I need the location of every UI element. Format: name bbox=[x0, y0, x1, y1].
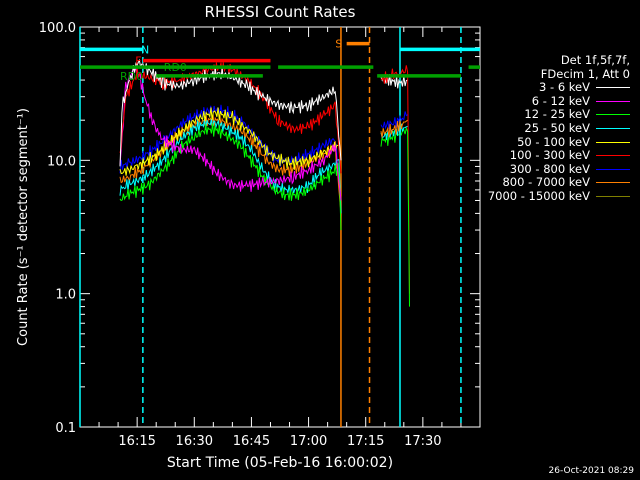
legend-header-line: FDecim 1, Att 0 bbox=[540, 66, 630, 81]
legend-swatch bbox=[596, 87, 630, 89]
legend-entry: 300 - 800 keV bbox=[488, 162, 630, 177]
x-tick-label: 16:45 bbox=[233, 434, 270, 449]
series-after-gap-5 bbox=[380, 119, 408, 138]
legend-swatch bbox=[596, 168, 630, 170]
state-flag-label-4: S bbox=[335, 38, 342, 51]
legend-entry: 100 - 300 keV bbox=[488, 149, 630, 163]
legend-header-line: Det 1f,5f,7f, bbox=[560, 53, 630, 67]
legend-swatch bbox=[596, 100, 630, 102]
x-tick-label: 17:15 bbox=[347, 434, 384, 449]
legend-swatch bbox=[596, 155, 630, 157]
state-flag-label-3: RD0 bbox=[120, 70, 143, 83]
legend-entry: 800 - 7000 keV bbox=[488, 176, 630, 190]
state-flag-label-2: RD0 bbox=[164, 61, 187, 74]
y-tick-label: 100.0 bbox=[39, 21, 76, 36]
legend-entry: 3 - 6 keV bbox=[488, 81, 630, 95]
x-tick-label: 17:30 bbox=[404, 434, 441, 449]
x-tick-label: 17:00 bbox=[290, 434, 327, 449]
legend-swatch bbox=[596, 141, 630, 143]
series-after-gap-0 bbox=[380, 74, 408, 89]
chart-title: RHESSI Count Rates bbox=[205, 3, 356, 21]
series-line-4 bbox=[119, 107, 340, 176]
state-flag-label-0: N bbox=[141, 43, 149, 56]
series-line-0 bbox=[119, 58, 342, 167]
legend-swatch bbox=[596, 114, 630, 116]
legend-entry: 6 - 12 keV bbox=[488, 94, 630, 109]
series-line-2 bbox=[119, 123, 342, 231]
series-line-7 bbox=[119, 113, 342, 214]
y-tick-label: 10.0 bbox=[47, 154, 76, 169]
legend-swatch bbox=[596, 195, 630, 197]
legend-swatch bbox=[596, 127, 630, 129]
legend-entry: 7000 - 15000 keV bbox=[488, 189, 630, 204]
series-line-1 bbox=[119, 66, 342, 201]
state-flag-label-1: F bbox=[135, 55, 141, 68]
legend-entry: 50 - 100 keV bbox=[488, 135, 630, 150]
legend-entry: 12 - 25 keV bbox=[488, 108, 630, 122]
series-line-5 bbox=[119, 61, 342, 174]
y-tick-label: 1.0 bbox=[55, 288, 76, 303]
series-after-gap-3 bbox=[380, 126, 410, 307]
y-axis-label: Count Rate (s⁻¹ detector segment⁻¹) bbox=[16, 108, 31, 346]
y-tick-label: 0.1 bbox=[55, 421, 76, 436]
series-after-gap-2 bbox=[380, 111, 408, 130]
legend-swatch bbox=[596, 182, 630, 184]
series-after-gap-1 bbox=[380, 65, 410, 294]
legend-entry: 25 - 50 keV bbox=[488, 121, 630, 136]
plot-frame bbox=[79, 26, 481, 428]
footer-timestamp: 26-Oct-2021 08:29 bbox=[548, 466, 634, 476]
x-axis-label: Start Time (05-Feb-16 16:00:02) bbox=[167, 455, 393, 471]
x-tick-label: 16:30 bbox=[176, 434, 213, 449]
x-tick-label: 16:15 bbox=[118, 434, 155, 449]
